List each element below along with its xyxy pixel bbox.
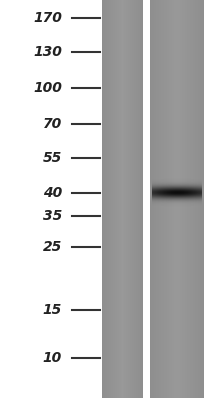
- Bar: [143, 0, 150, 400]
- Text: 55: 55: [43, 151, 62, 165]
- Text: 35: 35: [43, 209, 62, 223]
- Text: 130: 130: [33, 45, 62, 59]
- Text: 70: 70: [43, 117, 62, 131]
- Text: 40: 40: [43, 186, 62, 200]
- Text: 25: 25: [43, 240, 62, 254]
- Text: 100: 100: [33, 81, 62, 95]
- Text: 170: 170: [33, 11, 62, 25]
- Bar: [0, 398, 204, 400]
- Text: 15: 15: [43, 303, 62, 317]
- Text: 10: 10: [43, 351, 62, 365]
